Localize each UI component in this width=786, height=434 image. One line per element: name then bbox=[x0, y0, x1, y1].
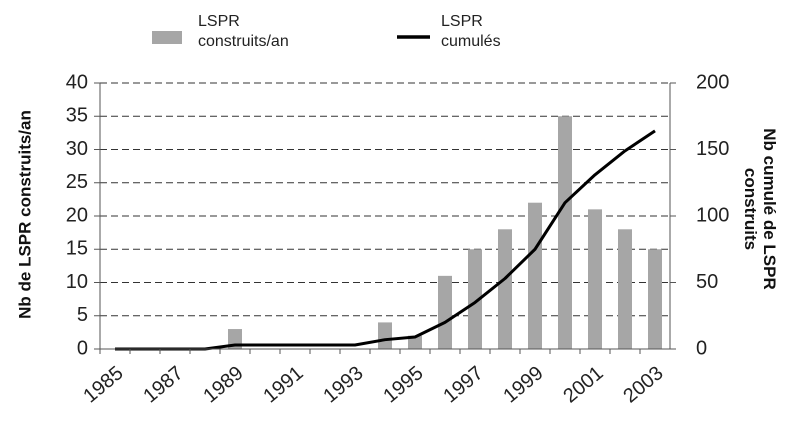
x-tick-label: 1995 bbox=[379, 362, 427, 407]
x-tick-label: 1987 bbox=[139, 362, 187, 407]
line bbox=[115, 129, 656, 351]
y-tick-label: 20 bbox=[66, 204, 88, 226]
bar bbox=[648, 249, 662, 349]
bar bbox=[528, 202, 542, 349]
x-tick-label: 1999 bbox=[499, 362, 547, 407]
legend-label: LSPR construits/an bbox=[198, 13, 289, 50]
y2-tick-label: 0 bbox=[696, 337, 707, 359]
x-tick-label: 1991 bbox=[259, 362, 307, 407]
bar bbox=[468, 249, 482, 349]
bar bbox=[408, 335, 422, 349]
y-tick-label: 35 bbox=[66, 105, 88, 127]
y2-tick-label: 150 bbox=[696, 138, 729, 160]
x-tick-label: 1993 bbox=[319, 362, 367, 407]
y2-tick-label: 200 bbox=[696, 71, 729, 93]
y-tick-label: 30 bbox=[66, 138, 88, 160]
bar bbox=[378, 322, 392, 349]
x-tick-label: 1997 bbox=[439, 362, 487, 407]
y-tick-label: 15 bbox=[66, 238, 88, 260]
y-tick-label: 5 bbox=[77, 304, 88, 326]
x-tick-label: 1985 bbox=[79, 362, 127, 407]
legend-label: LSPR cumulés bbox=[441, 13, 501, 50]
bar bbox=[588, 209, 602, 349]
x-tick-label: 2003 bbox=[619, 362, 667, 407]
y-tick-label: 25 bbox=[66, 171, 88, 193]
bar bbox=[618, 229, 632, 349]
y2-tick-label: 50 bbox=[696, 271, 718, 293]
bar bbox=[438, 275, 452, 349]
y-tick-label: 40 bbox=[66, 71, 88, 93]
y-tick-label: 0 bbox=[77, 337, 88, 359]
legend-swatch-bar bbox=[152, 31, 182, 44]
y-tick-label: 10 bbox=[66, 271, 88, 293]
bar bbox=[558, 116, 572, 349]
x-tick-label: 1989 bbox=[199, 362, 247, 407]
x-tick-label: 2001 bbox=[559, 362, 607, 407]
y2-tick-label: 100 bbox=[696, 204, 729, 226]
y2-axis-title: Nb cumulé de LSPR construits bbox=[741, 128, 779, 290]
y-axis-title: Nb de LSPR construits/an bbox=[15, 110, 35, 319]
bar bbox=[498, 229, 512, 349]
